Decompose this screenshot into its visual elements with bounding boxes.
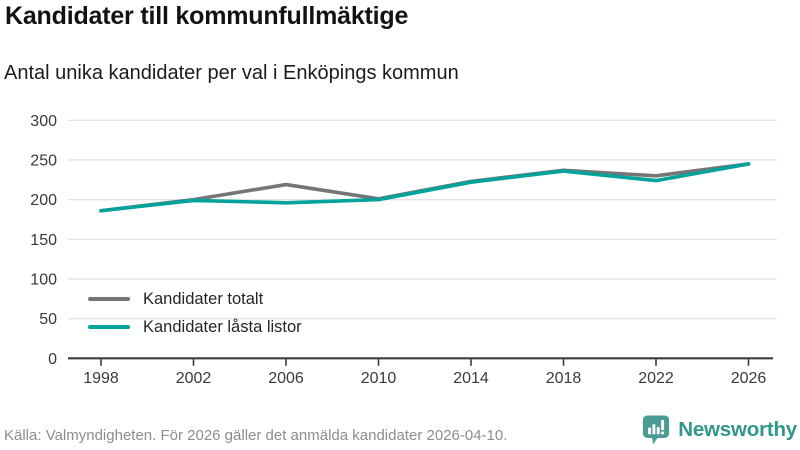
y-axis-tick-label: 0	[48, 351, 57, 368]
legend-swatch-lasta-listor	[88, 325, 130, 329]
line-chart: 0 50 100 150 200 250 300 1998 2002 2006 2010 2014 20…	[30, 113, 777, 387]
source-note: Källa: Valmyndigheten. För 2026 gäller d…	[4, 427, 508, 444]
series-line-kandidater-l-sta-listor	[99, 162, 751, 213]
y-axis-tick-label: 100	[30, 271, 57, 288]
legend-label-totalt: Kandidater totalt	[143, 289, 264, 308]
y-axis-tick-label: 300	[30, 113, 57, 130]
x-axis-tick-label: 2006	[268, 370, 304, 387]
y-axis-tick-label: 150	[30, 232, 57, 249]
x-axis-tick-label: 2018	[546, 370, 582, 387]
legend-item-totalt: Kandidater totalt	[88, 290, 302, 308]
newsworthy-wordmark: Newsworthy	[678, 417, 797, 441]
legend-item-lasta-listor: Kandidater låsta listor	[88, 318, 302, 336]
legend: Kandidater totalt Kandidater låsta listo…	[88, 290, 302, 336]
x-axis-tick-label: 1998	[83, 370, 119, 387]
chart-title: Kandidater till kommunfullmäktige	[5, 2, 409, 30]
legend-swatch-totalt	[88, 297, 130, 301]
series-line-kandidater-totalt	[99, 162, 751, 213]
y-axis-tick-label: 50	[39, 311, 57, 328]
y-axis-tick-label: 250	[30, 152, 57, 169]
x-axis-tick-label: 2010	[361, 370, 397, 387]
x-axis-tick-label: 2014	[453, 370, 489, 387]
chart-subtitle: Antal unika kandidater per val i Enköpin…	[4, 62, 459, 84]
x-axis-tick-label: 2002	[176, 370, 212, 387]
x-axis-tick-label: 2022	[638, 370, 674, 387]
legend-label-lasta-listor: Kandidater låsta listor	[143, 317, 302, 336]
newsworthy-icon	[643, 415, 670, 445]
newsworthy-logo: Newsworthy	[641, 414, 797, 445]
x-axis-tick-label: 2026	[731, 370, 767, 387]
y-axis-tick-label: 200	[30, 192, 57, 209]
